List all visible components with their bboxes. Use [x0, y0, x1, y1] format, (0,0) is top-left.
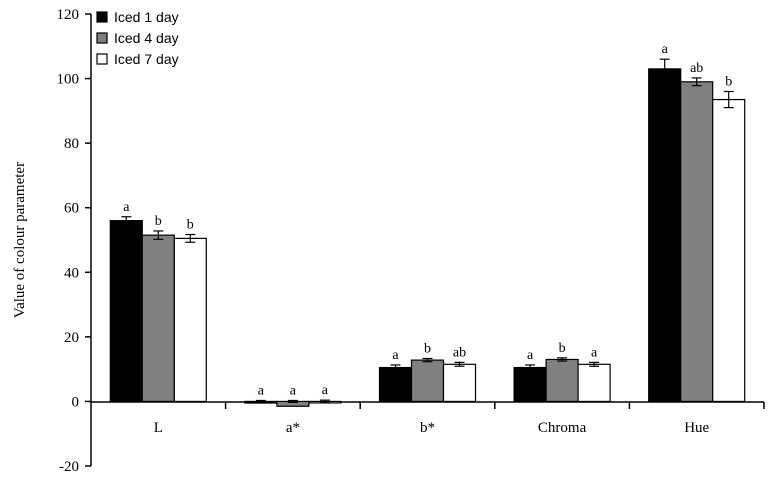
- y-tick-label: 120: [57, 7, 80, 23]
- bar: [378, 366, 413, 403]
- y-tick-label: -20: [59, 459, 79, 475]
- significance-label: a: [258, 383, 265, 398]
- significance-label: a: [662, 42, 669, 57]
- bar: [109, 220, 143, 403]
- y-tick-label: 20: [64, 330, 79, 346]
- bar: [545, 358, 579, 403]
- significance-label: a: [392, 348, 399, 363]
- significance-label: b: [155, 214, 162, 229]
- y-tick-label: 0: [72, 394, 80, 410]
- significance-label: b: [559, 341, 566, 356]
- bar: [712, 98, 746, 403]
- legend-swatch: [96, 32, 108, 44]
- y-tick-label: 100: [57, 72, 80, 88]
- bar: [173, 237, 207, 403]
- legend-label: Iced 4 day: [114, 30, 179, 46]
- bar: [648, 68, 682, 403]
- category-label: b*: [420, 420, 435, 436]
- legend-label: Iced 1 day: [114, 9, 179, 25]
- bar: [680, 81, 714, 403]
- significance-label: ab: [690, 61, 703, 76]
- significance-label: b: [187, 218, 194, 233]
- significance-label: a: [123, 200, 130, 215]
- category-label: L: [154, 420, 163, 436]
- bar: [513, 366, 547, 403]
- y-tick-label: 60: [64, 201, 79, 217]
- bar: [442, 363, 477, 403]
- category-label: Hue: [684, 420, 709, 436]
- category-label: Chroma: [538, 420, 587, 436]
- y-tick-label: 80: [64, 136, 79, 152]
- legend-swatch: [96, 53, 108, 65]
- significance-label: a: [322, 383, 329, 398]
- bar: [577, 363, 611, 403]
- legend-label: Iced 7 day: [114, 51, 179, 67]
- significance-label: ab: [453, 345, 466, 360]
- bar: [410, 359, 445, 403]
- significance-label: b: [424, 341, 431, 356]
- bar: [141, 234, 175, 403]
- y-axis-label: Value of colour parameter: [12, 162, 28, 318]
- legend: Iced 1 day Iced 4 day Iced 7 day: [96, 9, 179, 67]
- y-tick-label: 40: [64, 265, 79, 281]
- significance-label: b: [725, 74, 732, 89]
- significance-label: a: [527, 348, 534, 363]
- significance-label: a: [290, 383, 297, 398]
- category-label: a*: [286, 420, 300, 436]
- significance-label: a: [591, 345, 598, 360]
- legend-swatch: [96, 11, 108, 23]
